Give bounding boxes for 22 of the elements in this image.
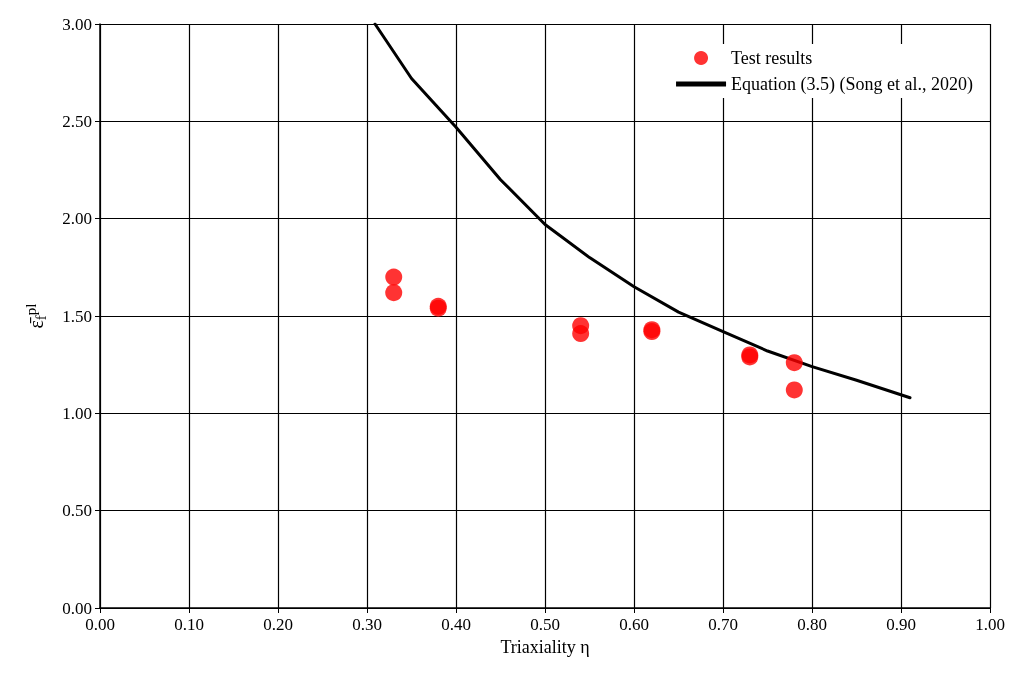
x-tick-label: 1.00 (975, 615, 1005, 634)
y-tick-label: 3.00 (62, 14, 92, 34)
y-tick-label: 0.50 (62, 501, 92, 521)
x-tick-label: 0.60 (619, 615, 649, 634)
y-tick-label: 0.00 (62, 598, 92, 618)
x-tick-label: 0.30 (352, 615, 382, 634)
x-axis-title: Triaxiality η (500, 636, 590, 657)
y-tick-label: 1.50 (62, 306, 92, 326)
x-tick-label: 0.40 (441, 615, 471, 634)
x-tick-label: 0.20 (263, 615, 293, 634)
x-tick-label: 0.50 (530, 615, 560, 634)
x-tick-label: 0.90 (886, 615, 916, 634)
y-tick-label: 1.00 (62, 403, 92, 423)
legend-label: Equation (3.5) (Song et al., 2020) (731, 74, 974, 95)
y-tick-label: 2.00 (62, 209, 92, 229)
y-axis-title: ε̄fpl (22, 303, 49, 329)
x-tick-label: 0.80 (797, 615, 827, 634)
x-tick-label: 0.70 (708, 615, 738, 634)
x-tick-label: 0.10 (174, 615, 204, 634)
legend-label: Test results (731, 48, 813, 68)
y-tick-label: 2.50 (62, 111, 92, 131)
x-tick-label: 0.00 (85, 615, 115, 634)
